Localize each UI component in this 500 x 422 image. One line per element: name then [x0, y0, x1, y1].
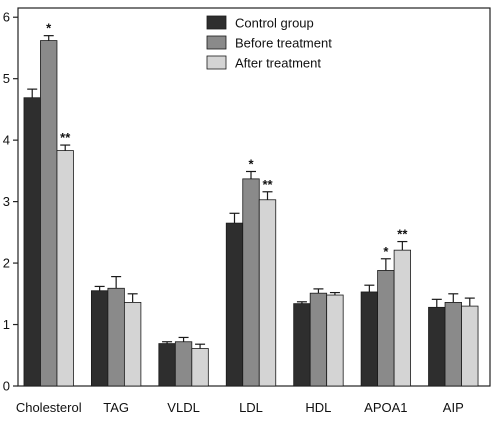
bar [461, 305, 479, 387]
bar [174, 341, 193, 387]
bar [242, 178, 260, 387]
significance-marker: * [383, 244, 389, 259]
significance-marker: * [46, 21, 52, 36]
x-tick-label: VLDL [167, 400, 200, 415]
y-tick-label: 0 [3, 379, 10, 394]
x-tick-label: LDL [239, 400, 263, 415]
legend-swatch [206, 15, 227, 30]
bar [326, 294, 344, 387]
bar [158, 343, 176, 387]
y-tick-label: 3 [3, 194, 10, 209]
bar [444, 302, 462, 387]
x-tick-label: TAG [103, 400, 129, 415]
bar [428, 306, 446, 387]
legend-swatch [206, 55, 227, 70]
x-tick-label: APOA1 [364, 400, 407, 415]
bar [377, 270, 395, 387]
bar [107, 287, 125, 387]
bar [90, 290, 109, 387]
bar [191, 348, 209, 387]
bar [258, 199, 277, 387]
significance-marker: * [248, 156, 254, 171]
bar [56, 150, 74, 387]
bar [23, 97, 41, 387]
bar [123, 302, 142, 387]
x-tick-label: AIP [443, 400, 464, 415]
y-tick-label: 4 [3, 133, 10, 148]
significance-marker: ** [60, 130, 71, 145]
legend-label: Control group [235, 16, 314, 31]
y-tick-label: 2 [3, 256, 10, 271]
legend-label: Before treatment [235, 36, 332, 51]
bar [360, 291, 379, 387]
significance-marker: ** [397, 227, 408, 242]
bar [40, 40, 58, 387]
bar [393, 249, 412, 387]
y-tick-label: 1 [3, 317, 10, 332]
x-tick-label: HDL [305, 400, 331, 415]
legend: Control group Before treatment After treat… [206, 15, 332, 71]
bar [225, 222, 244, 387]
significance-marker: ** [262, 177, 273, 192]
y-tick-label: 6 [3, 10, 10, 25]
legend-swatch [206, 35, 227, 50]
x-tick-label: Cholesterol [16, 400, 82, 415]
bar [309, 292, 328, 387]
legend-label: After treatment [235, 56, 321, 71]
y-tick-label: 5 [3, 71, 10, 86]
bar [293, 303, 311, 387]
